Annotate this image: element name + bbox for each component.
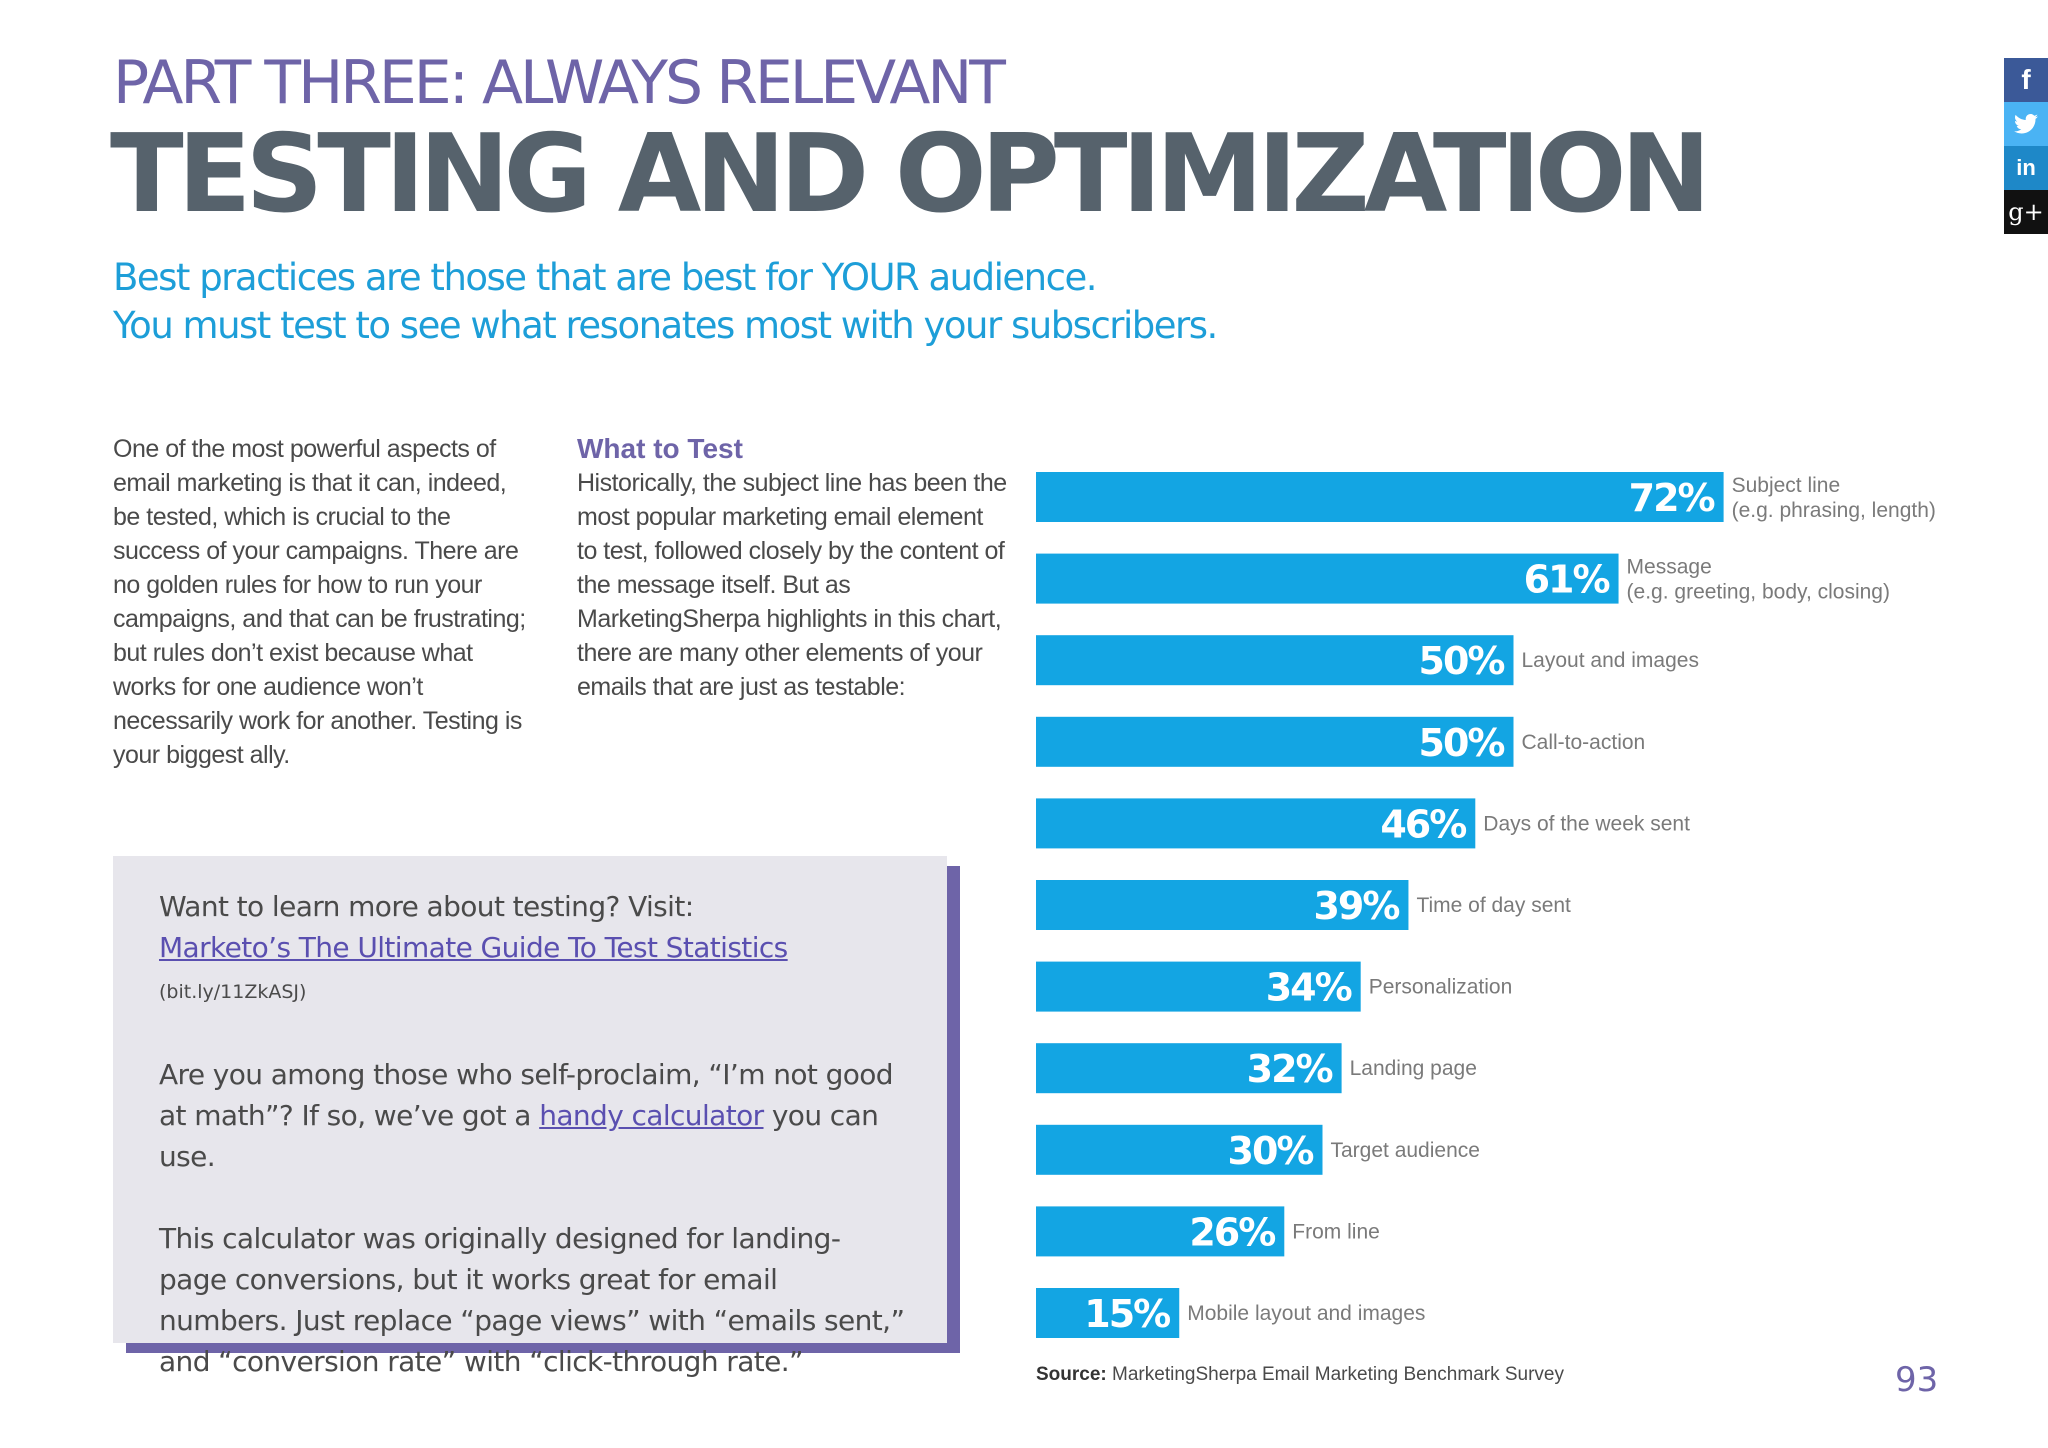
- facebook-icon: f: [2021, 64, 2031, 95]
- linkedin-share-button[interactable]: in: [2004, 146, 2048, 190]
- bar-chart: 72% Subject line(e.g. phrasing, length) 61…: [1036, 472, 1936, 1338]
- category-label: From line: [1292, 1220, 1380, 1243]
- bar-value-label: 26%: [1189, 1210, 1275, 1254]
- what-to-test-paragraph: Historically, the subject line has been …: [577, 469, 1007, 701]
- googleplus-icon: g+: [2008, 198, 2044, 226]
- guide-link[interactable]: Marketo’s The Ultimate Guide To Test Sta…: [159, 931, 788, 964]
- bar-value-label: 50%: [1419, 721, 1505, 765]
- bar: [1036, 880, 1409, 930]
- callout-paragraph-2: Are you among those who self-proclaim, “…: [159, 1054, 907, 1177]
- category-label: Personalization: [1369, 976, 1513, 999]
- googleplus-share-button[interactable]: g+: [2004, 190, 2048, 234]
- category-label: Target audience: [1331, 1139, 1480, 1162]
- callout-visit-text: Want to learn more about testing? Visit:: [159, 890, 694, 923]
- calculator-link[interactable]: handy calculator: [539, 1099, 764, 1132]
- bar: [1036, 1206, 1285, 1257]
- bar: [1036, 472, 1724, 522]
- part-title: PART THREE: ALWAYS RELEVANT: [113, 48, 1006, 118]
- page-title: TESTING AND OPTIMIZATION: [110, 112, 1711, 237]
- page-number: 93: [1895, 1360, 1939, 1400]
- linkedin-icon: in: [2016, 155, 2036, 180]
- callout-paragraph-3: This calculator was originally designed …: [159, 1222, 905, 1378]
- callout-math-text: Are you among those who self-proclaim, “…: [159, 1058, 894, 1132]
- category-label: Call-to-action: [1522, 731, 1646, 754]
- subtitle-line-2: You must test to see what resonates most…: [113, 304, 1218, 347]
- category-label: Landing page: [1350, 1057, 1477, 1080]
- bar-value-label: 30%: [1228, 1129, 1314, 1173]
- intro-paragraph: One of the most powerful aspects of emai…: [113, 435, 526, 769]
- category-label: Layout and images: [1522, 649, 1699, 672]
- category-label: Message: [1627, 556, 1712, 579]
- callout-use-text: you can use.: [159, 1099, 879, 1173]
- bar: [1036, 1124, 1323, 1175]
- bar: [1036, 635, 1514, 686]
- bar-value-label: 50%: [1419, 639, 1505, 683]
- bar-value-label: 61%: [1524, 558, 1610, 602]
- callout-box: Want to learn more about testing? Visit:…: [113, 856, 947, 1378]
- bar-value-label: 34%: [1266, 966, 1352, 1010]
- twitter-icon: [2014, 114, 2038, 134]
- bar-value-label: 15%: [1084, 1292, 1170, 1336]
- bar-value-label: 46%: [1380, 802, 1466, 846]
- twitter-share-button[interactable]: [2004, 102, 2048, 146]
- bar-value-label: 72%: [1629, 476, 1715, 520]
- facebook-share-button[interactable]: f: [2004, 58, 2048, 102]
- bar: [1036, 716, 1514, 767]
- source-label: Source:: [1036, 1364, 1107, 1385]
- category-label: Mobile layout and images: [1187, 1302, 1425, 1325]
- category-sublabel: (e.g. greeting, body, closing): [1627, 581, 1890, 604]
- bar-value-label: 39%: [1313, 884, 1399, 928]
- category-label: Days of the week sent: [1483, 812, 1690, 835]
- bar: [1036, 553, 1619, 604]
- bar: [1036, 798, 1476, 849]
- bar: [1036, 961, 1361, 1012]
- bar: [1036, 1288, 1180, 1338]
- source-text: MarketingSherpa Email Marketing Benchmar…: [1112, 1364, 1564, 1385]
- what-to-test-heading: What to Test: [577, 433, 743, 464]
- callout-paragraph-1: Want to learn more about testing? Visit:…: [159, 886, 907, 1013]
- subtitle-line-1: Best practices are those that are best f…: [113, 256, 1097, 299]
- bar-value-label: 32%: [1247, 1047, 1333, 1091]
- category-sublabel: (e.g. phrasing, length): [1732, 499, 1936, 522]
- bar: [1036, 1043, 1342, 1094]
- chart-source: Source: MarketingSherpa Email Marketing …: [1036, 1364, 1564, 1386]
- category-label: Time of day sent: [1416, 894, 1571, 917]
- guide-short-url: (bit.ly/11ZkASJ): [159, 981, 307, 1003]
- category-label: Subject line: [1732, 474, 1841, 497]
